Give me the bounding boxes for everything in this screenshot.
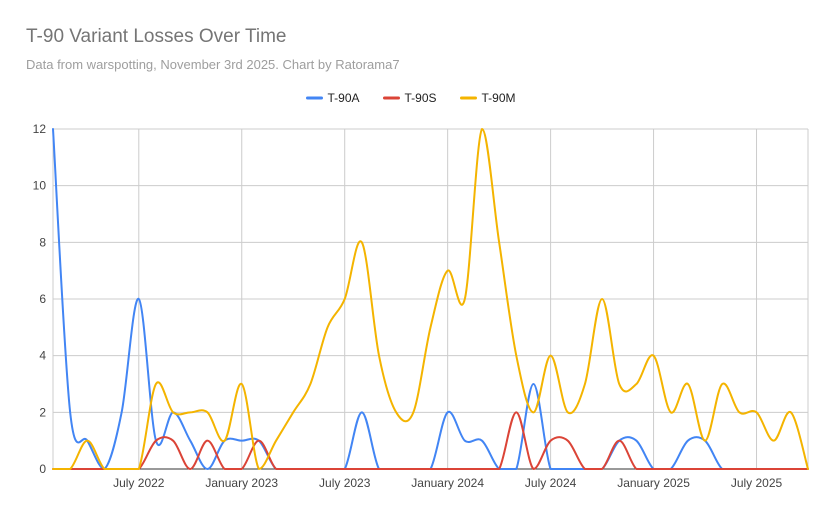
y-tick-label: 6 <box>39 292 46 306</box>
y-axis-ticks: 0 2 4 6 8 10 12 <box>33 122 47 476</box>
chart-title: T-90 Variant Losses Over Time <box>26 26 287 47</box>
y-tick-label: 0 <box>39 462 46 476</box>
gridlines <box>52 128 809 470</box>
x-tick-label: January 2023 <box>205 476 278 490</box>
legend-label: T-90S <box>405 91 437 105</box>
y-tick-label: 10 <box>33 179 47 193</box>
x-tick-label: July 2022 <box>113 476 165 490</box>
series-lines <box>52 128 809 470</box>
y-tick-label: 8 <box>39 235 46 249</box>
x-tick-label: July 2024 <box>525 476 577 490</box>
series-line-t-90s <box>52 411 809 470</box>
legend: T-90A T-90S T-90M <box>306 91 516 105</box>
x-tick-label: July 2025 <box>731 476 783 490</box>
series-line-t-90m <box>52 128 809 470</box>
legend-label: T-90A <box>328 91 360 105</box>
x-tick-label: January 2025 <box>617 476 690 490</box>
y-tick-label: 4 <box>39 349 46 363</box>
legend-label: T-90M <box>482 91 516 105</box>
chart-subtitle: Data from warspotting, November 3rd 2025… <box>26 57 400 72</box>
x-axis-ticks: July 2022 January 2023 July 2023 January 20… <box>113 476 782 490</box>
legend-item-t-90s: T-90S <box>383 91 437 105</box>
y-tick-label: 2 <box>39 405 46 419</box>
legend-item-t-90m: T-90M <box>460 91 516 105</box>
x-tick-label: January 2024 <box>411 476 484 490</box>
y-tick-label: 12 <box>33 122 47 136</box>
x-tick-label: July 2023 <box>319 476 371 490</box>
legend-item-t-90a: T-90A <box>306 91 360 105</box>
